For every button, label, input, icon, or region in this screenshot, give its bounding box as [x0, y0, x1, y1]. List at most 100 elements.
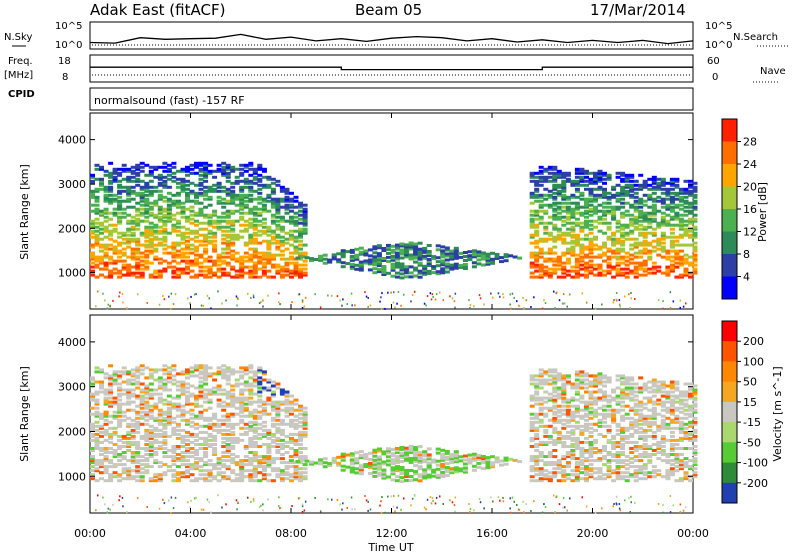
power-cell	[90, 235, 95, 239]
power-cell	[212, 175, 218, 179]
velocity-cell	[503, 458, 509, 462]
power-cell	[678, 255, 684, 259]
velocity-cell	[90, 459, 95, 463]
power-cell	[270, 199, 276, 203]
velocity-cell	[376, 449, 382, 453]
power-cell	[340, 249, 346, 253]
velocity-cell	[602, 477, 607, 481]
power-cell	[135, 179, 141, 183]
power-speckle	[202, 304, 205, 307]
power-cell	[171, 201, 177, 205]
velocity-cell	[248, 396, 254, 400]
velocity-cell	[108, 475, 114, 479]
power-cell	[298, 243, 303, 247]
power-cell	[175, 201, 181, 205]
velocity-cell	[135, 366, 141, 370]
power-cell	[647, 193, 653, 197]
power-cell	[130, 225, 136, 229]
power-cell	[467, 256, 473, 260]
velocity-cell	[148, 424, 154, 428]
velocity-cell	[293, 426, 299, 430]
power-cell	[185, 207, 190, 211]
power-cell	[606, 175, 612, 179]
power-cell	[534, 259, 540, 263]
power-cell	[234, 195, 240, 199]
power-cell	[692, 253, 698, 257]
velocity-cell	[248, 451, 254, 454]
velocity-cell	[148, 479, 154, 483]
power-cell	[117, 217, 123, 221]
power-cell	[103, 195, 109, 199]
power-cell	[166, 163, 172, 167]
power-cell	[207, 203, 213, 207]
power-cell	[642, 193, 648, 197]
velocity-cell	[529, 426, 535, 430]
power-cell	[203, 233, 209, 237]
velocity-cell	[565, 400, 571, 404]
power-cell	[243, 165, 249, 169]
velocity-cell	[175, 445, 181, 448]
power-cell	[99, 267, 104, 271]
velocity-cell	[248, 424, 254, 428]
velocity-cell	[588, 447, 594, 450]
power-cell	[611, 265, 617, 269]
power-cell	[203, 213, 209, 217]
power-cell	[629, 205, 635, 209]
velocity-cell	[480, 455, 486, 458]
velocity-cell	[157, 414, 163, 418]
velocity-cell	[225, 394, 231, 398]
power-cell	[212, 187, 218, 191]
velocity-cell	[593, 374, 598, 378]
power-cell	[642, 181, 648, 185]
velocity-cell	[602, 445, 607, 448]
velocity-cell	[135, 451, 141, 454]
power-cell	[656, 241, 662, 245]
power-cell	[194, 273, 199, 277]
velocity-cell	[261, 370, 267, 374]
power-cell	[390, 254, 396, 258]
velocity-cell	[194, 366, 199, 370]
power-ylabel: Slant Range [km]	[18, 164, 31, 260]
power-cell	[279, 205, 285, 209]
velocity-cell	[99, 447, 104, 450]
power-cell	[130, 247, 136, 251]
power-cell	[660, 223, 666, 227]
power-cell	[647, 177, 653, 181]
power-cell	[126, 205, 132, 209]
power-cell	[529, 255, 535, 259]
velocity-cell	[552, 386, 558, 390]
power-cell	[293, 229, 299, 233]
power-cell	[579, 273, 585, 277]
velocity-cell	[293, 449, 299, 452]
velocity-cell	[561, 382, 567, 386]
power-cell	[404, 267, 410, 271]
power-cell	[270, 263, 276, 267]
power-cell	[570, 225, 576, 229]
power-cell	[593, 197, 598, 201]
velocity-cell	[570, 479, 576, 483]
velocity-cell	[230, 471, 236, 475]
power-speckle	[193, 293, 196, 296]
velocity-cell	[440, 458, 446, 462]
power-cell	[261, 265, 267, 269]
power-cell	[112, 227, 118, 231]
velocity-cell	[266, 459, 272, 463]
power-cell	[534, 245, 540, 249]
velocity-cell	[620, 376, 626, 380]
power-cell	[620, 257, 626, 261]
power-cell	[683, 257, 689, 261]
power-cell	[349, 248, 355, 252]
velocity-cell	[90, 455, 95, 459]
power-cell	[216, 225, 222, 229]
velocity-cell	[180, 404, 186, 408]
power-speckle	[530, 306, 532, 308]
velocity-cell	[313, 461, 319, 465]
power-cell	[399, 242, 405, 246]
power-cell	[606, 225, 612, 229]
power-cell	[624, 231, 630, 235]
power-cell	[289, 219, 294, 223]
velocity-cell	[112, 443, 118, 446]
power-cell	[135, 209, 141, 213]
power-cell	[462, 251, 468, 254]
power-cell	[651, 233, 657, 237]
